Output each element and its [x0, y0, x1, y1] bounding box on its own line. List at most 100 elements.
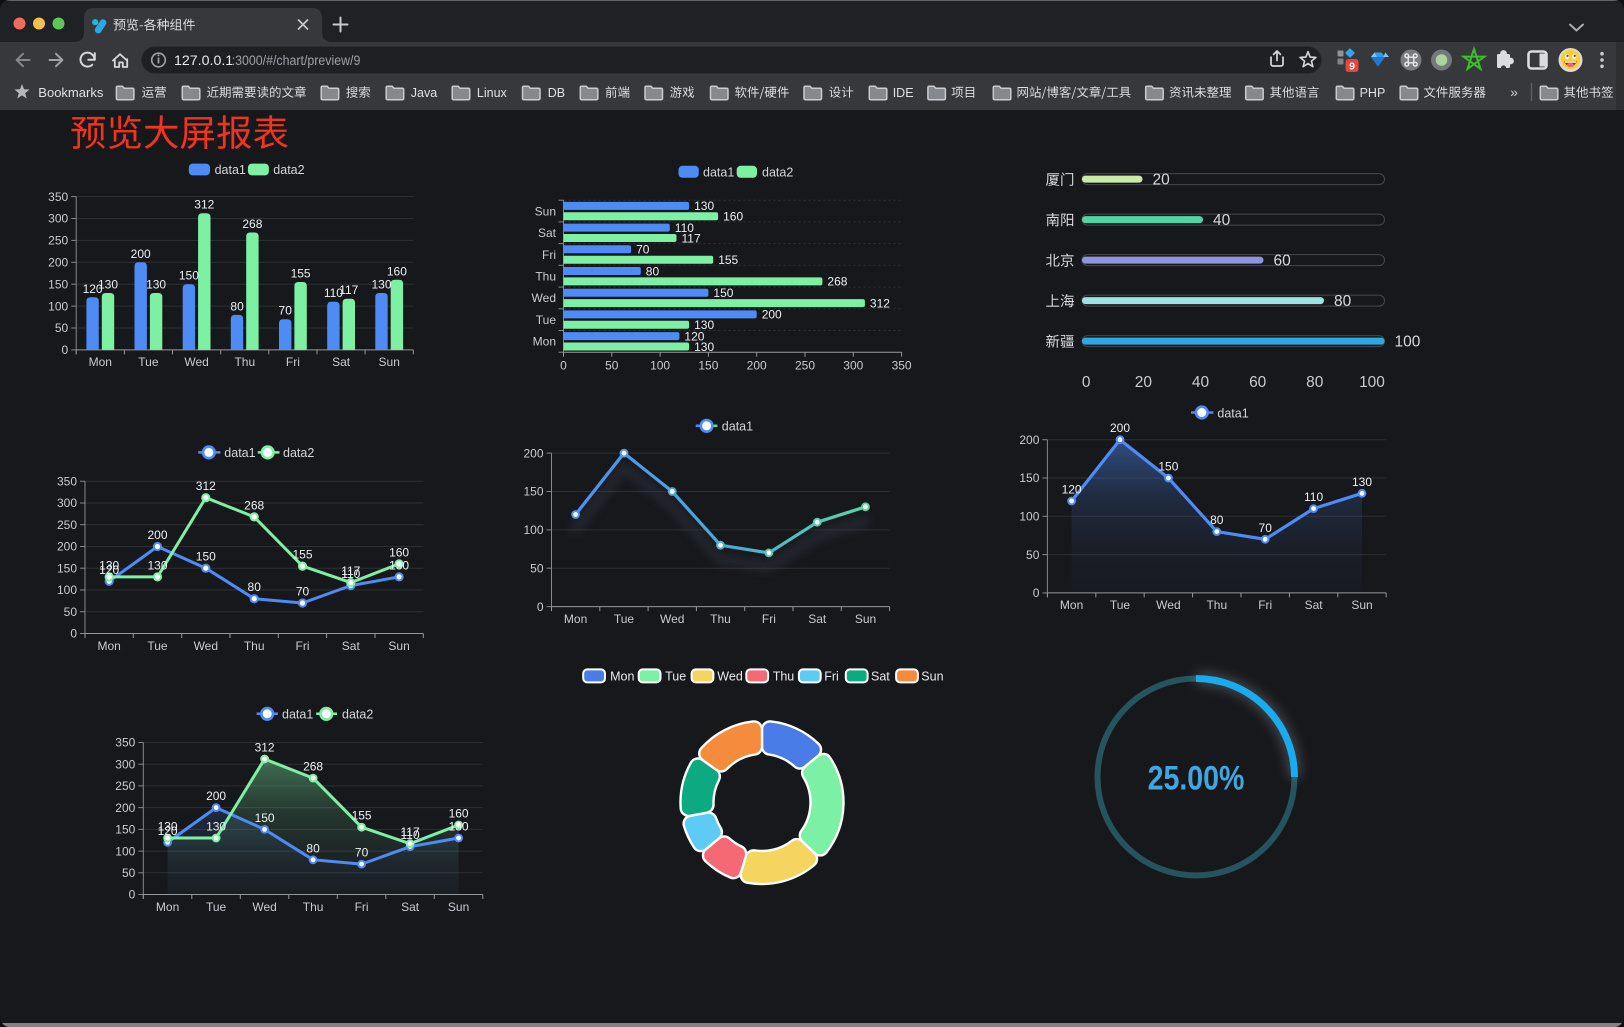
- svg-text:200: 200: [762, 308, 782, 322]
- svg-text:300: 300: [843, 359, 863, 373]
- svg-text:100: 100: [48, 299, 68, 313]
- svg-text:160: 160: [449, 807, 469, 821]
- svg-text:Tue: Tue: [206, 900, 227, 914]
- svg-text:155: 155: [718, 253, 738, 267]
- svg-text:Mon: Mon: [89, 355, 112, 369]
- svg-text:100: 100: [650, 359, 670, 373]
- svg-text:Fri: Fri: [286, 355, 300, 369]
- svg-text:200: 200: [1110, 421, 1130, 435]
- svg-text:110: 110: [1304, 490, 1323, 504]
- svg-text:9: 9: [1349, 61, 1355, 73]
- svg-text:Thu: Thu: [303, 900, 324, 914]
- svg-text:200: 200: [131, 247, 151, 261]
- svg-text:100: 100: [1019, 510, 1039, 524]
- svg-text:350: 350: [57, 474, 77, 488]
- svg-text:130: 130: [147, 558, 167, 572]
- svg-text:100: 100: [1395, 334, 1421, 351]
- svg-text:120: 120: [83, 282, 103, 296]
- svg-text:data2: data2: [273, 163, 304, 177]
- svg-text:Sat: Sat: [871, 670, 890, 684]
- svg-text:127.0.0.1: 127.0.0.1: [174, 53, 233, 69]
- svg-text:20: 20: [1135, 374, 1153, 391]
- svg-text:155: 155: [291, 267, 311, 281]
- svg-text:0: 0: [70, 627, 77, 641]
- svg-text:120: 120: [1062, 483, 1082, 497]
- svg-text:130: 130: [389, 558, 409, 572]
- svg-text:Thu: Thu: [1206, 598, 1227, 612]
- svg-text:Fri: Fri: [296, 639, 310, 653]
- svg-text:110: 110: [341, 567, 360, 581]
- svg-text:200: 200: [523, 446, 543, 460]
- svg-text:Tue: Tue: [614, 612, 635, 626]
- svg-text:Java: Java: [411, 86, 437, 100]
- svg-text:110: 110: [324, 286, 343, 300]
- svg-text:Fri: Fri: [762, 612, 776, 626]
- svg-text:80: 80: [230, 299, 244, 313]
- svg-text:Mon: Mon: [533, 335, 556, 349]
- svg-text:Thu: Thu: [244, 639, 265, 653]
- svg-text:120: 120: [158, 824, 178, 838]
- svg-text:data1: data1: [1217, 406, 1248, 420]
- svg-text:117: 117: [682, 231, 701, 245]
- svg-text:70: 70: [636, 243, 650, 257]
- svg-text:Tue: Tue: [536, 313, 557, 327]
- svg-text:Fri: Fri: [1258, 598, 1272, 612]
- svg-text:150: 150: [1019, 471, 1039, 485]
- svg-text:100: 100: [523, 523, 543, 537]
- svg-text:130: 130: [99, 558, 119, 572]
- svg-text:80: 80: [306, 841, 320, 855]
- svg-text:Sun: Sun: [921, 670, 943, 684]
- svg-text:DB: DB: [548, 86, 565, 100]
- svg-text:200: 200: [48, 256, 68, 270]
- svg-text:Wed: Wed: [184, 355, 208, 369]
- svg-text:50: 50: [55, 321, 69, 335]
- svg-text:40: 40: [1192, 374, 1210, 391]
- svg-text:Sat: Sat: [342, 639, 361, 653]
- svg-text:100: 100: [115, 844, 135, 858]
- svg-text:155: 155: [292, 548, 312, 562]
- svg-text:268: 268: [827, 275, 847, 289]
- svg-text:80: 80: [1210, 513, 1224, 527]
- svg-text:data1: data1: [722, 420, 753, 434]
- svg-text:50: 50: [1026, 548, 1040, 562]
- svg-text:268: 268: [242, 217, 262, 231]
- svg-text:20: 20: [1153, 172, 1171, 189]
- svg-text:350: 350: [48, 190, 68, 204]
- svg-text:300: 300: [57, 496, 77, 510]
- svg-text:Fri: Fri: [542, 248, 556, 262]
- svg-text:200: 200: [147, 528, 167, 542]
- svg-text:Sun: Sun: [855, 612, 876, 626]
- svg-text:130: 130: [694, 340, 714, 354]
- svg-text:120: 120: [99, 563, 119, 577]
- svg-text:data1: data1: [703, 165, 734, 179]
- svg-text:130: 130: [371, 278, 391, 292]
- svg-text:130: 130: [158, 820, 178, 834]
- svg-text:Thu: Thu: [234, 355, 255, 369]
- svg-text:110: 110: [675, 221, 694, 235]
- svg-text:Thu: Thu: [710, 612, 731, 626]
- svg-text:70: 70: [279, 304, 293, 318]
- svg-text:117: 117: [401, 825, 420, 839]
- svg-text:Wed: Wed: [660, 612, 684, 626]
- svg-text:80: 80: [248, 580, 262, 594]
- svg-text:70: 70: [296, 585, 310, 599]
- svg-text:Tue: Tue: [1110, 598, 1131, 612]
- svg-text:150: 150: [523, 485, 543, 499]
- svg-text:312: 312: [194, 198, 214, 212]
- svg-text:160: 160: [387, 264, 407, 278]
- svg-text:Sat: Sat: [332, 355, 351, 369]
- svg-text:50: 50: [122, 866, 136, 880]
- svg-text:312: 312: [870, 296, 890, 310]
- svg-text:155: 155: [352, 809, 372, 823]
- svg-text::3000/#/chart/preview/9: :3000/#/chart/preview/9: [232, 53, 361, 69]
- svg-text:250: 250: [115, 779, 135, 793]
- svg-text:268: 268: [244, 498, 264, 512]
- svg-text:Wed: Wed: [194, 639, 218, 653]
- svg-text:PHP: PHP: [1360, 86, 1386, 100]
- svg-text:150: 150: [115, 823, 135, 837]
- svg-text:150: 150: [196, 550, 216, 564]
- svg-text:150: 150: [1158, 460, 1178, 474]
- svg-text:Wed: Wed: [1156, 598, 1180, 612]
- svg-text:Sat: Sat: [1305, 598, 1324, 612]
- svg-text:80: 80: [646, 264, 660, 278]
